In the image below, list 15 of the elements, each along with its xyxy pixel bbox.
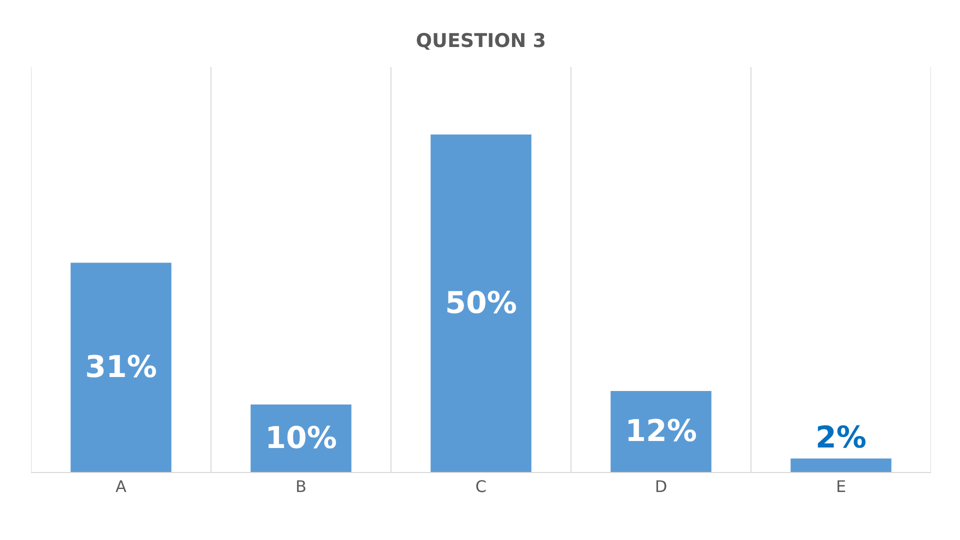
- bar: [610, 391, 712, 472]
- x-tick-label: E: [836, 477, 846, 496]
- bar: [70, 262, 172, 472]
- bar: [430, 134, 532, 472]
- bar: [790, 458, 892, 472]
- data-label: 2%: [816, 420, 866, 456]
- data-label: 31%: [85, 350, 157, 385]
- data-label: 50%: [445, 286, 517, 321]
- x-tick-label: A: [116, 477, 127, 496]
- chart-title: QUESTION 3: [416, 30, 546, 52]
- x-tick-label: B: [296, 477, 306, 496]
- x-tick-label: D: [654, 477, 668, 496]
- data-label: 10%: [265, 420, 337, 456]
- data-label: 12%: [625, 414, 697, 449]
- x-tick-label: C: [475, 477, 487, 496]
